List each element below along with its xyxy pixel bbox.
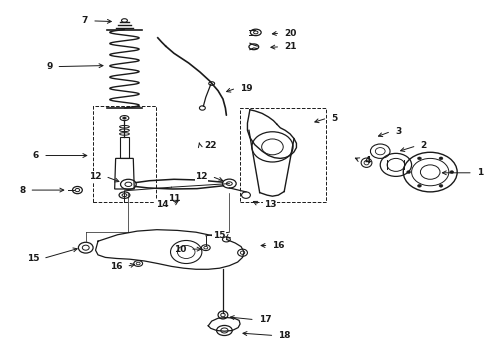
Circle shape xyxy=(417,157,421,160)
Text: 13: 13 xyxy=(264,200,276,209)
Text: 11: 11 xyxy=(168,194,180,203)
Text: 16: 16 xyxy=(110,262,122,271)
Text: 20: 20 xyxy=(284,29,296,37)
Circle shape xyxy=(439,157,443,160)
Text: 19: 19 xyxy=(240,84,253,93)
Text: 8: 8 xyxy=(19,186,25,194)
Text: 12: 12 xyxy=(89,172,101,181)
Text: 15: 15 xyxy=(213,231,225,240)
Text: 10: 10 xyxy=(174,245,186,253)
Text: 18: 18 xyxy=(278,331,291,340)
Text: 14: 14 xyxy=(156,200,169,209)
Text: 2: 2 xyxy=(420,141,427,150)
Circle shape xyxy=(417,184,421,187)
Text: 1: 1 xyxy=(477,168,483,177)
Text: 6: 6 xyxy=(33,151,39,160)
Circle shape xyxy=(439,184,443,187)
Text: 12: 12 xyxy=(195,172,208,181)
Text: 5: 5 xyxy=(331,113,338,122)
Text: 17: 17 xyxy=(259,315,271,324)
Text: 9: 9 xyxy=(46,62,52,71)
Circle shape xyxy=(450,171,454,174)
Text: 3: 3 xyxy=(395,127,401,136)
Ellipse shape xyxy=(122,117,126,119)
Circle shape xyxy=(407,171,411,174)
Text: 15: 15 xyxy=(26,254,39,263)
Text: 16: 16 xyxy=(272,241,285,250)
Text: 4: 4 xyxy=(364,156,370,165)
Text: 22: 22 xyxy=(204,141,217,150)
Text: 21: 21 xyxy=(284,42,297,51)
Text: 7: 7 xyxy=(82,16,88,25)
